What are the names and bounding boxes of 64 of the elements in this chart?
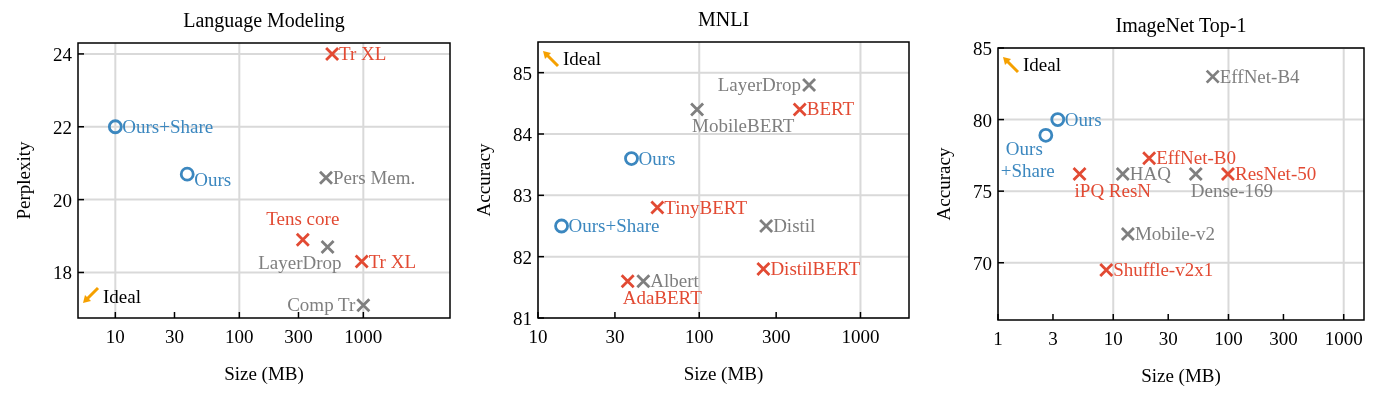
x-tick-label: 30 [164,326,184,347]
series-label: LayerDrop [258,251,342,273]
x-axis-title: Size (MB) [683,363,764,385]
series-label: Comp Tr [287,294,356,316]
x-tick-label: 100 [684,326,714,347]
series-label: Tr XL [368,250,417,272]
x-tick-label: 30 [1158,328,1178,349]
x-tick-label: 100 [1214,328,1243,349]
x-tick-label: 300 [1269,328,1298,349]
series-label: TinyBERT [664,196,748,218]
x-tick-label: 3 [1048,328,1058,349]
chart-title: Language Modeling [183,9,345,32]
series-label: Ours [194,169,232,191]
y-tick-label: 75 [973,181,992,203]
series-label: BERT [806,98,855,120]
series-label: Tr XL [339,42,387,64]
y-tick-label: 82 [513,246,532,268]
x-tick-label: 1 [993,328,1003,349]
series-label: Ours+Share [122,115,214,137]
chart-title: MNLI [697,8,750,30]
series-label: EffNet-B4 [1219,65,1301,87]
y-tick-label: 85 [513,62,532,84]
y-axis-title: Perplexity [13,140,34,220]
y-axis-title: Accuracy [473,143,494,217]
series-label: Ours+Share [1000,138,1055,182]
x-tick-label: 10 [528,326,548,347]
series-label: Tens core [266,207,340,229]
series-label: Ours [638,147,676,169]
y-tick-label: 20 [53,189,72,211]
y-tick-label: 70 [973,252,992,274]
series-label: iPQ ResN [1074,179,1152,201]
y-tick-label: 80 [973,109,992,131]
series-label: Pers Mem. [333,166,416,188]
x-tick-label: 1000 [1324,328,1363,349]
chart-title: ImageNet Top-1 [1115,14,1247,37]
series-label: Ours [1064,108,1102,130]
y-tick-label: 22 [53,116,72,138]
x-tick-label: 300 [284,326,313,347]
x-axis-title: Size (MB) [224,363,304,385]
x-tick-label: 300 [761,326,791,347]
series-label: Ours+Share [568,215,660,236]
annotation: Ideal [1023,54,1061,75]
annotation: Ideal [103,286,141,307]
x-tick-label: 10 [1103,328,1123,349]
y-tick-label: 81 [513,308,532,329]
y-tick-label: 83 [513,185,532,207]
x-tick-label: 100 [225,326,254,347]
x-tick-label: 1000 [841,326,880,347]
y-tick-label: 84 [513,124,533,145]
y-axis-title: Accuracy [933,147,954,221]
x-tick-label: 30 [605,326,625,347]
series-label: DistilBERT [770,257,861,279]
x-tick-label: 1000 [344,326,383,347]
y-tick-label: 24 [53,43,73,65]
series-label: Shuffle-v2x1 [1113,258,1214,280]
series-label: LayerDrop [717,73,802,95]
x-axis-title: Size (MB) [1141,365,1221,387]
series-label: Mobile-v2 [1134,223,1216,245]
y-tick-label: 18 [53,262,72,284]
y-tick-label: 85 [973,38,992,59]
x-tick-label: 10 [105,326,125,347]
series-label: MobileBERT [692,115,795,137]
annotation: Ideal [563,48,601,69]
series-label: Distil [773,215,816,236]
